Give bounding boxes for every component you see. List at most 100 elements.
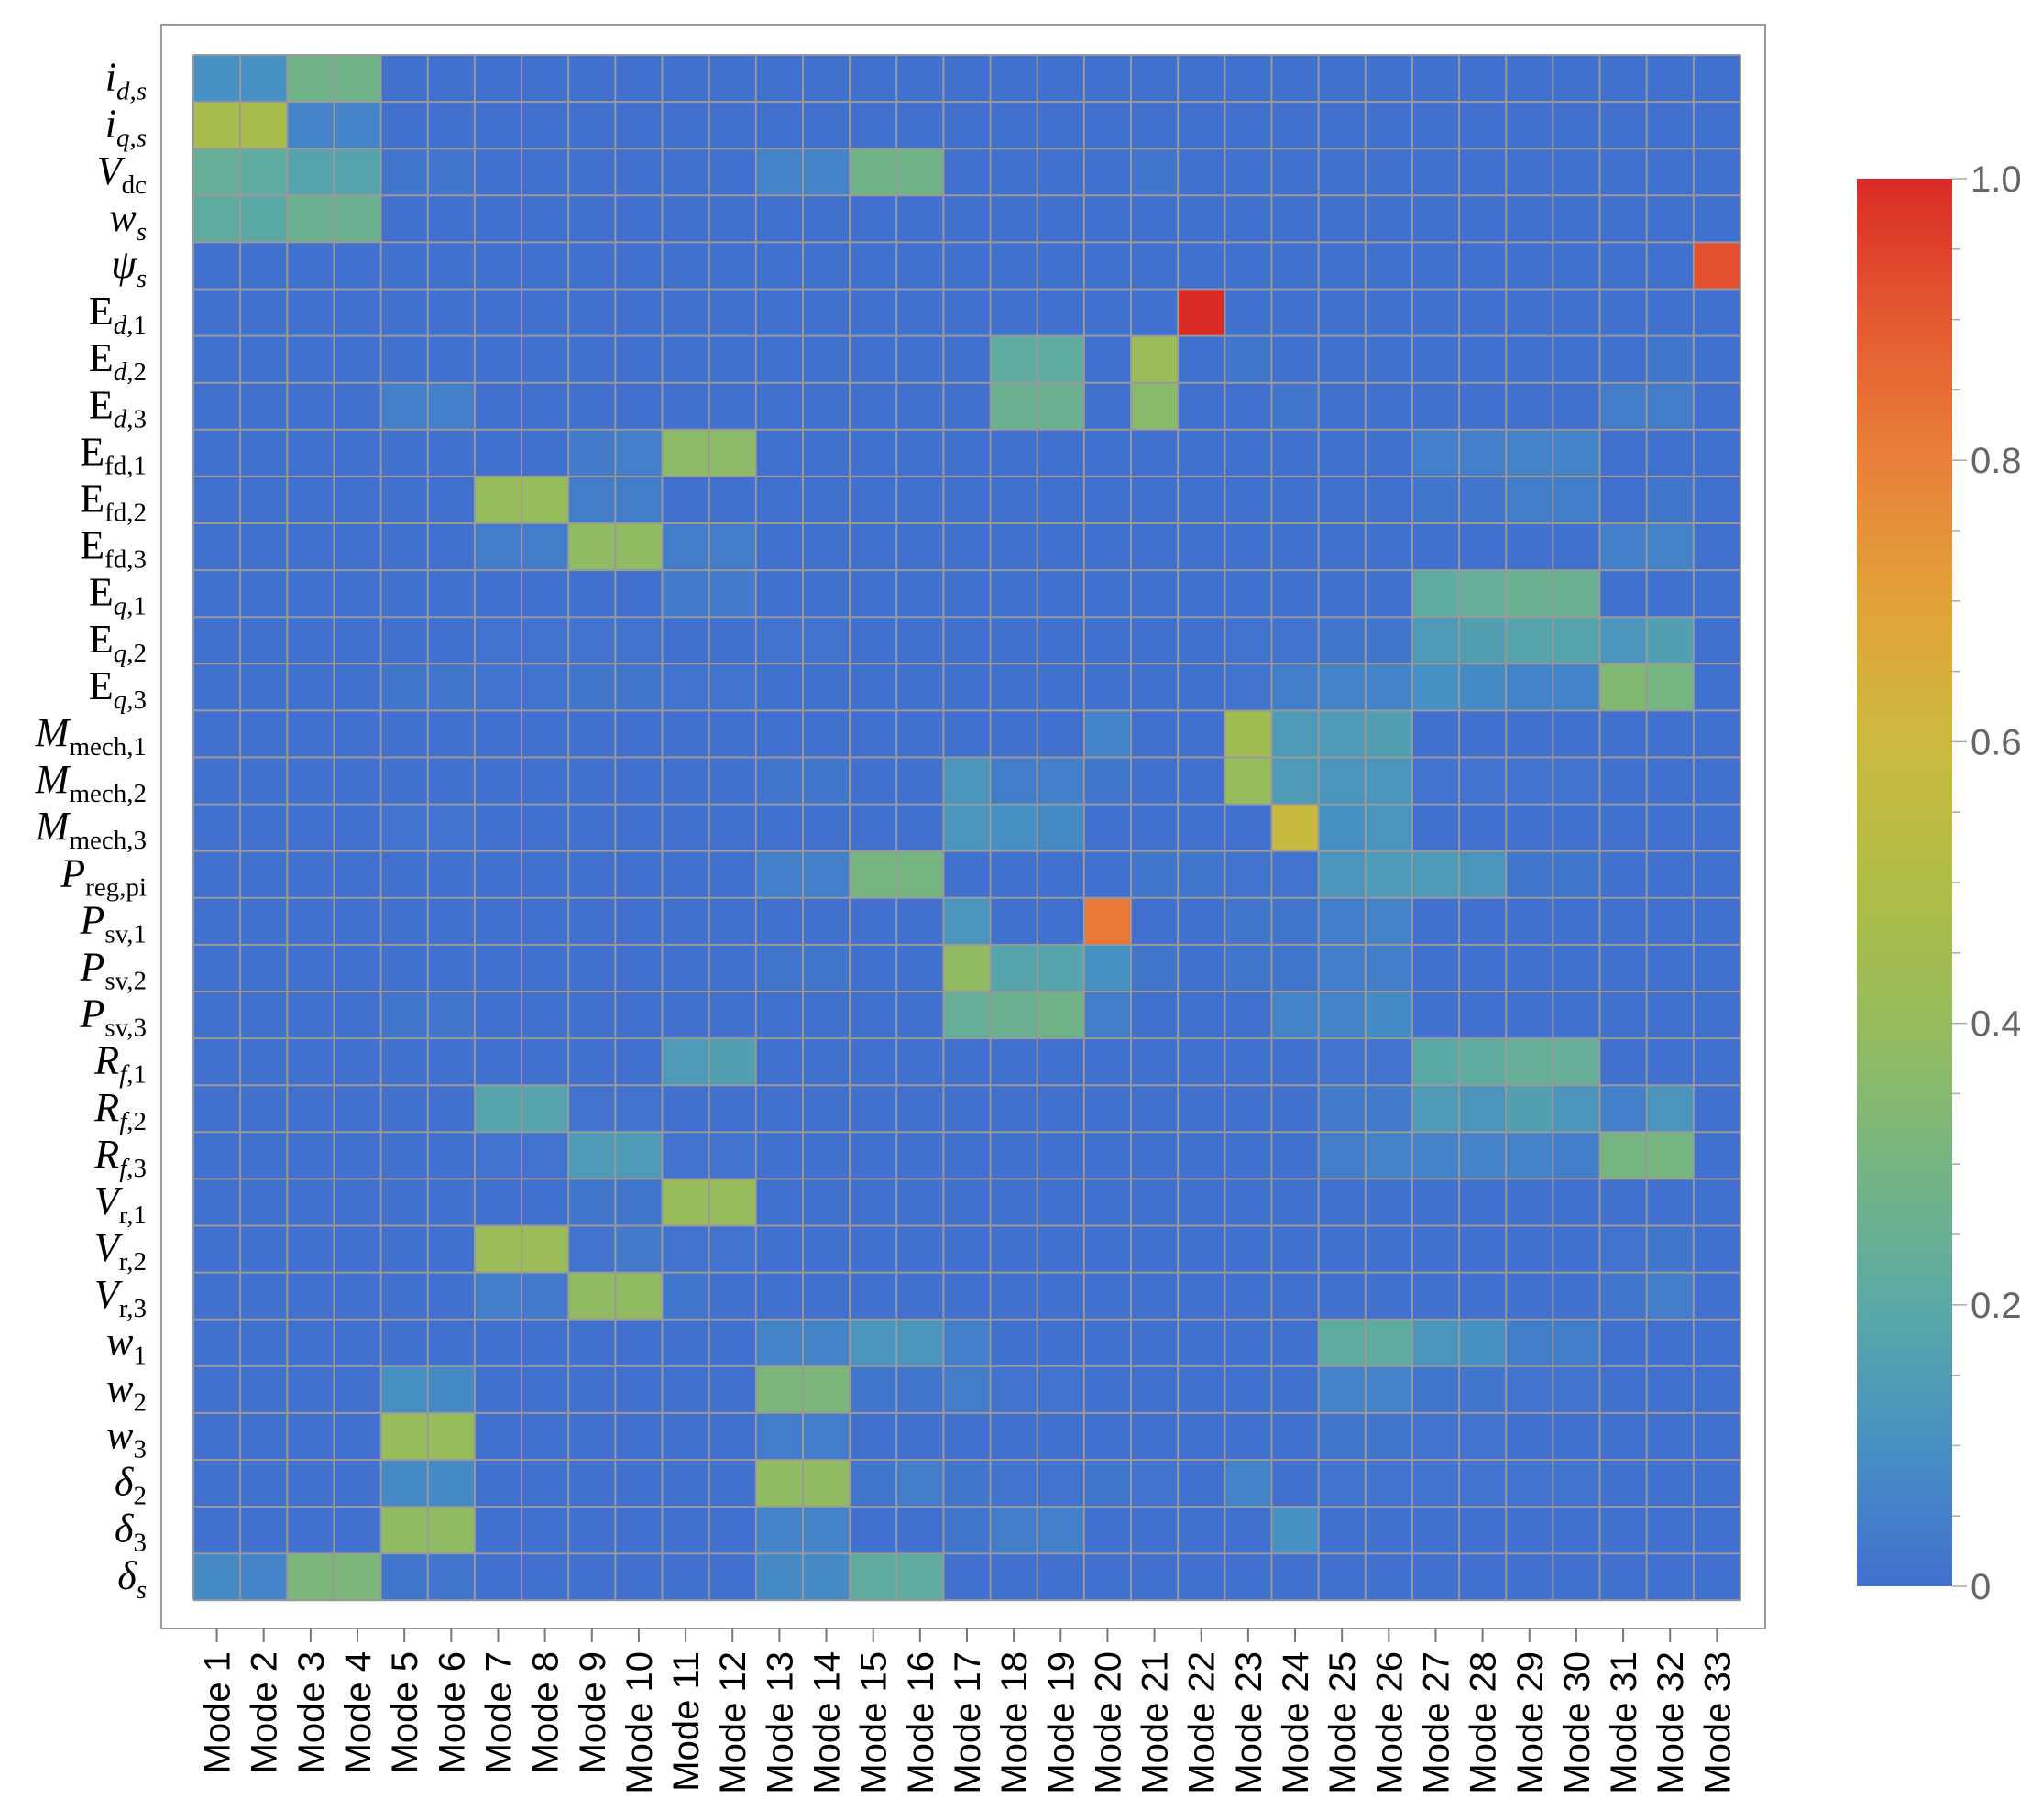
heatmap-cell (240, 55, 288, 103)
heatmap-cell (943, 1553, 992, 1601)
y-tick-label: Eq,1 (89, 570, 147, 621)
heatmap-cell (240, 148, 288, 196)
y-tick-label: Efd,2 (80, 476, 147, 527)
heatmap-cell (1178, 148, 1225, 196)
heatmap-cell (427, 1132, 476, 1179)
heatmap-cell (521, 289, 569, 337)
y-tick-label: Preg,pi (60, 850, 147, 902)
heatmap-cell (708, 570, 757, 618)
heatmap-cell (521, 617, 569, 664)
heatmap-cell (427, 195, 476, 243)
heatmap-cell (1365, 897, 1413, 946)
y-tick-label: w2 (106, 1365, 147, 1417)
heatmap-cell (1553, 897, 1601, 946)
heatmap-cell (1365, 195, 1413, 243)
heatmap-cell (1178, 476, 1225, 524)
heatmap-cell (1178, 992, 1225, 1039)
heatmap-cell (1646, 944, 1695, 992)
heatmap-cell (1037, 1038, 1085, 1086)
heatmap-cell (990, 1132, 1038, 1179)
heatmap-cell (943, 1132, 992, 1179)
heatmap-cell (1599, 1132, 1648, 1179)
heatmap-cell (1365, 289, 1413, 337)
heatmap-cell (1411, 897, 1460, 946)
heatmap-cell (1365, 382, 1413, 431)
heatmap-cell (1318, 1132, 1367, 1179)
heatmap-cell (943, 897, 992, 946)
heatmap-cell (1599, 1085, 1648, 1133)
heatmap-cell (1506, 757, 1553, 806)
heatmap-cell (1318, 1272, 1367, 1321)
heatmap-cell (802, 1460, 851, 1508)
heatmap-cell (1083, 148, 1132, 196)
heatmap-cell (896, 1272, 944, 1321)
heatmap-cell (1224, 523, 1273, 571)
heatmap-cell (1693, 289, 1741, 337)
heatmap-cell (1459, 570, 1507, 618)
heatmap-cell (708, 382, 757, 431)
heatmap-cell (1271, 289, 1320, 337)
heatmap-cell (380, 1179, 429, 1227)
heatmap-cell (896, 663, 944, 711)
heatmap-cell (1318, 617, 1367, 664)
heatmap-cell (521, 1319, 569, 1367)
heatmap-cell (240, 1553, 288, 1601)
heatmap-cell (896, 148, 944, 196)
heatmap-cell (287, 1507, 335, 1554)
heatmap-cell (287, 335, 335, 384)
heatmap-cell (568, 55, 616, 103)
heatmap-cell (1506, 1179, 1553, 1227)
heatmap-cell (1693, 102, 1741, 149)
heatmap-cell (1037, 804, 1085, 852)
heatmap-cell (1037, 1553, 1085, 1601)
heatmap-cell (1318, 710, 1367, 759)
heatmap-cell (568, 992, 616, 1039)
heatmap-cell (427, 570, 476, 618)
heatmap-cell (896, 242, 944, 291)
heatmap-cell (287, 1365, 335, 1414)
heatmap-cell (896, 1179, 944, 1227)
heatmap-cell (474, 1179, 522, 1227)
heatmap-cell (1411, 335, 1460, 384)
heatmap-cell (474, 804, 522, 852)
heatmap-cell (850, 429, 897, 477)
heatmap-cell (1271, 1553, 1320, 1601)
heatmap-cell (521, 55, 569, 103)
heatmap-cell (380, 1507, 429, 1554)
heatmap-cell (380, 617, 429, 664)
heatmap-cell (380, 1132, 429, 1179)
heatmap-cell (1646, 663, 1695, 711)
heatmap-cell (896, 570, 944, 618)
heatmap-cell (193, 944, 241, 992)
heatmap-cell (1083, 1412, 1132, 1461)
heatmap-cell (193, 476, 241, 524)
heatmap-cell (755, 710, 804, 759)
x-tick-label: Mode 26 (1369, 1651, 1410, 1794)
heatmap-cell (334, 1272, 382, 1321)
heatmap-cell (1553, 1319, 1601, 1367)
x-axis: Mode 1 Mode 2 Mode 3 Mode 4 Mode 5 Mode 6 Mode… (198, 1628, 1738, 1794)
heatmap-cell (1506, 1460, 1553, 1508)
heatmap-cell (1693, 804, 1741, 852)
heatmap-cell (850, 382, 897, 431)
heatmap-cell (1693, 570, 1741, 618)
heatmap-cell (1271, 1507, 1320, 1554)
y-tick-label: Rf,1 (93, 1038, 147, 1090)
heatmap-cell (474, 757, 522, 806)
heatmap-cell (568, 850, 616, 899)
heatmap-cell (193, 992, 241, 1039)
heatmap-cell (615, 148, 664, 196)
heatmap-cell (521, 1179, 569, 1227)
heatmap-cell (193, 1319, 241, 1367)
heatmap-cell (427, 102, 476, 149)
heatmap-cell (1365, 523, 1413, 571)
heatmap-cell (568, 242, 616, 291)
heatmap-cell (287, 1179, 335, 1227)
heatmap-cell (1224, 1460, 1273, 1508)
heatmap-cell (1037, 476, 1085, 524)
heatmap-cell (1224, 429, 1273, 477)
heatmap-cell (1271, 335, 1320, 384)
heatmap-cell (193, 102, 241, 149)
heatmap-cell (1599, 944, 1648, 992)
heatmap-cell (1693, 1553, 1741, 1601)
